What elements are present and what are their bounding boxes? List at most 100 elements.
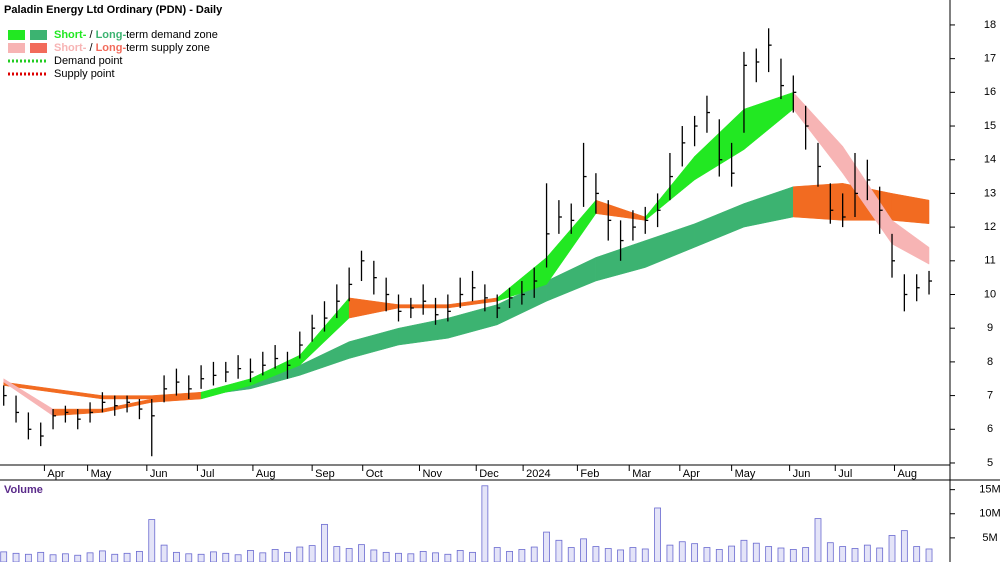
volume-bar	[567, 547, 575, 562]
volume-bar	[604, 548, 612, 562]
volume-bar	[12, 552, 20, 562]
long-zone-band	[743, 186, 794, 228]
legend-sep: /	[86, 42, 95, 54]
short-zone-band	[3, 378, 54, 417]
y-tick-label: 15	[984, 120, 996, 132]
x-tick-label: Jun	[150, 468, 168, 480]
volume-bar	[111, 553, 119, 562]
legend-swatch	[30, 30, 47, 40]
x-tick-label: Nov	[422, 468, 442, 480]
volume-bar	[789, 549, 797, 562]
volume-bar	[814, 518, 822, 562]
volume-bar	[728, 545, 736, 562]
volume-bar	[678, 541, 686, 562]
volume-bars	[0, 485, 933, 562]
volume-bar	[518, 549, 526, 562]
y-tick-label: 14	[984, 154, 996, 166]
volume-bar	[37, 551, 45, 562]
legend-long: Long-	[96, 29, 127, 41]
y-tick-label: 7	[987, 389, 993, 401]
volume-tick-label: 15M	[979, 484, 1000, 496]
y-tick-label: 16	[984, 86, 996, 98]
volume-bar	[641, 548, 649, 562]
volume-bar	[321, 523, 328, 562]
volume-bar	[234, 554, 242, 562]
volume-bar	[432, 552, 439, 562]
volume-bar	[691, 543, 699, 562]
volume-bar	[839, 546, 847, 562]
legend-long: Long-	[96, 42, 127, 54]
y-tick-label: 6	[987, 423, 993, 435]
y-tick-label: 10	[984, 288, 996, 300]
long-zone-band	[348, 327, 399, 359]
volume-bar	[851, 548, 859, 562]
volume-bar	[0, 551, 8, 562]
volume-bar	[900, 530, 908, 562]
y-tick-label: 12	[984, 221, 996, 233]
volume-bar	[148, 519, 156, 562]
long-zone-band	[694, 203, 745, 248]
short-zone-band	[891, 219, 930, 265]
volume-bar	[444, 553, 452, 562]
volume-bar	[123, 552, 131, 562]
long-zone-band	[398, 317, 449, 346]
volume-bar	[271, 549, 279, 562]
legend-swatch	[30, 43, 47, 53]
volume-bar	[925, 548, 933, 562]
volume-bar	[173, 551, 180, 562]
x-tick-label: Jul	[200, 468, 214, 480]
volume-tick-label: 5M	[982, 532, 997, 544]
long-zone-band	[793, 183, 843, 221]
volume-bar	[543, 531, 550, 562]
legend-label: Supply point	[54, 68, 115, 80]
volume-bar	[74, 554, 82, 562]
legend-label: Short- / Long-term demand zone	[54, 29, 218, 41]
short-zone-band	[743, 91, 794, 151]
volume-bar	[715, 549, 723, 562]
volume-bar	[765, 546, 773, 562]
long-zone-band	[891, 193, 930, 225]
volume-bar	[506, 550, 513, 562]
axes: 5 6 7 8 9 10 11 12 13 14 15 16 17 18 5M 10M 15M Apr May Jun…	[43, 19, 1000, 544]
y-tick-label: 5	[987, 457, 993, 469]
volume-bar	[259, 552, 267, 562]
volume-bar	[160, 544, 168, 562]
volume-bar	[370, 549, 378, 562]
x-tick-label: Aug	[256, 468, 276, 480]
long-zone-band	[447, 304, 498, 339]
volume-bar	[777, 547, 785, 562]
volume-bar	[481, 485, 489, 562]
volume-bar	[752, 542, 760, 562]
x-tick-label: Mar	[632, 468, 651, 480]
legend-label: Short- / Long-term supply zone	[54, 42, 210, 54]
x-tick-label: 2024	[526, 468, 550, 480]
legend-label: Demand point	[54, 55, 123, 67]
volume-bar	[469, 551, 476, 562]
x-tick-label: Aug	[897, 468, 917, 480]
x-tick-label: Jun	[793, 468, 811, 480]
chart-title: Paladin Energy Ltd Ordinary (PDN) - Dail…	[4, 4, 223, 16]
volume-bar	[222, 552, 230, 562]
legend-short: Short-	[54, 42, 87, 54]
volume-bar	[493, 547, 501, 562]
volume-bar	[654, 507, 661, 562]
volume-bar	[419, 550, 427, 562]
zones	[3, 91, 930, 417]
x-tick-label: Feb	[580, 468, 599, 480]
volume-bar	[247, 550, 254, 562]
volume-bar	[345, 548, 353, 562]
volume-bar	[876, 547, 884, 562]
volume-bar	[284, 551, 291, 562]
volume-bar	[863, 544, 871, 562]
volume-bar	[210, 551, 217, 562]
x-tick-label: Oct	[366, 468, 383, 480]
legend-swatch	[8, 30, 25, 40]
y-tick-label: 9	[987, 322, 993, 334]
y-tick-label: 17	[984, 53, 996, 65]
y-tick-label: 13	[984, 187, 996, 199]
volume-bar	[99, 550, 106, 562]
x-tick-label: Jul	[838, 468, 852, 480]
short-zone-band	[348, 297, 399, 319]
